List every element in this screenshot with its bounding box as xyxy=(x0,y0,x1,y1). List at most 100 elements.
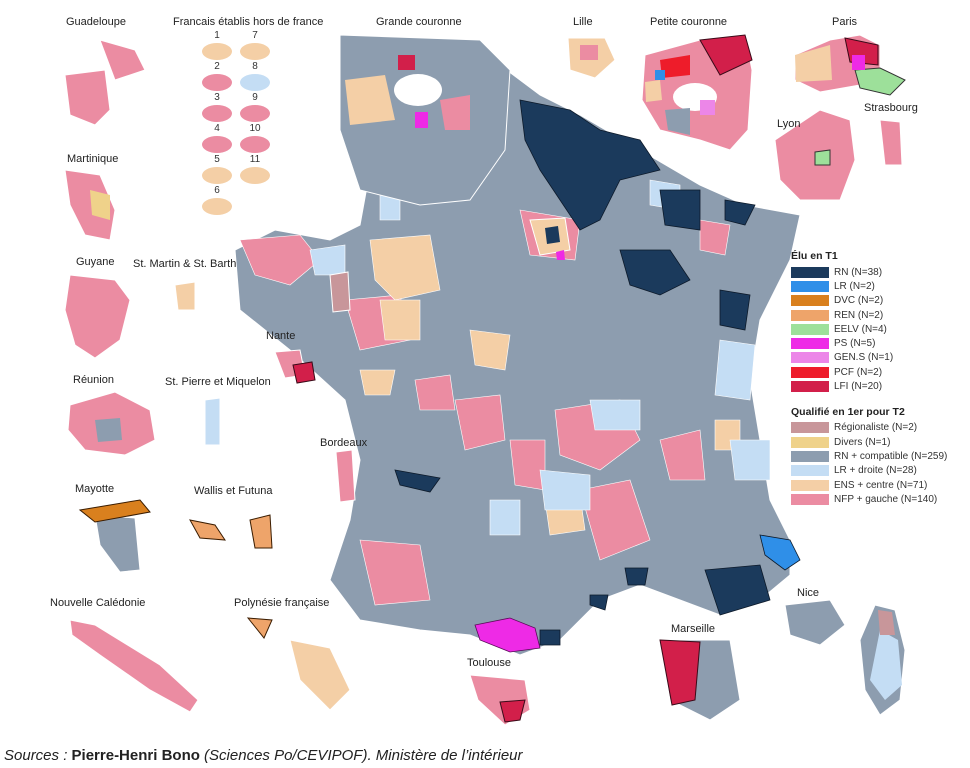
grande-couronne-nfp xyxy=(440,95,470,130)
reunion-rn xyxy=(95,418,122,442)
legend-elu-item: PS (N=5) xyxy=(791,336,966,350)
label-guadeloupe: Guadeloupe xyxy=(66,16,126,28)
legend-qual-swatch xyxy=(791,493,829,505)
fhf-circle xyxy=(202,167,232,184)
st-martin-shape xyxy=(174,281,196,311)
label-reunion: Réunion xyxy=(73,374,114,386)
label-martinique: Martinique xyxy=(67,153,119,165)
legend-elu-swatch xyxy=(791,381,829,393)
label-nouvelle-caledonie: Nouvelle Calédonie xyxy=(50,597,146,609)
legend-qual-item: Divers (N=1) xyxy=(791,435,966,449)
guadeloupe-shape xyxy=(64,69,111,126)
fhf-circle-number: 8 xyxy=(252,61,258,72)
fhf-circle xyxy=(202,74,232,91)
bordeaux-shape xyxy=(335,449,356,503)
legend-elu-swatch xyxy=(791,338,829,350)
label-mayotte: Mayotte xyxy=(75,483,115,495)
marseille-lfi xyxy=(659,639,701,706)
fhf-circle-number: 11 xyxy=(249,154,261,165)
fhf-circle-number: 3 xyxy=(214,92,220,103)
legend-elu-item: LFI (N=20) xyxy=(791,379,966,393)
label-lille: Lille xyxy=(573,16,593,28)
legend-elu-item: LR (N=2) xyxy=(791,279,966,293)
legend-qual-item: RN + compatible (N=259) xyxy=(791,449,966,463)
legend-elu-item: DVC (N=2) xyxy=(791,294,966,308)
strasbourg-inset xyxy=(879,119,903,166)
legend-qual-label: Divers (N=1) xyxy=(834,436,891,448)
fhf-circle-number: 7 xyxy=(252,30,258,41)
fhf-circle-number: 2 xyxy=(214,61,220,72)
sources-line: Sources : Pierre-Henri Bono (Sciences Po… xyxy=(4,747,523,764)
legend-qual-swatch xyxy=(791,450,829,462)
legend-elu-swatch xyxy=(791,352,829,364)
fhf-circle-number: 1 xyxy=(214,30,220,41)
legend-elu-label: EELV (N=4) xyxy=(834,323,887,335)
petite-couronne-gens xyxy=(700,100,715,115)
label-paris: Paris xyxy=(832,16,858,28)
nouvelle-caledonie-shape xyxy=(69,619,199,713)
legend-elu-item: REN (N=2) xyxy=(791,308,966,322)
legend-elu-swatch xyxy=(791,280,829,292)
election-map xyxy=(64,34,906,726)
legend-elu-label: PS (N=5) xyxy=(834,338,876,350)
legend-qual-swatch xyxy=(791,422,829,434)
ps-elected-zone xyxy=(474,617,541,653)
label-grande-couronne: Grande couronne xyxy=(376,16,462,28)
lr-droite-zones xyxy=(309,179,771,536)
mayotte-dvc xyxy=(78,499,151,523)
grande-couronne-hole xyxy=(394,74,442,106)
fhf-circle-number: 10 xyxy=(249,123,261,134)
toulouse-lfi xyxy=(499,699,526,723)
grande-couronne-ps xyxy=(415,112,428,128)
lr-elected-zone xyxy=(759,534,801,571)
idf-dark xyxy=(545,226,560,244)
fhf-circle xyxy=(202,198,232,215)
legend-elu-swatch xyxy=(791,309,829,321)
legend-qual-label: NFP + gauche (N=140) xyxy=(834,493,938,505)
legend-qual-item: LR + droite (N=28) xyxy=(791,464,966,478)
regionaliste-zone xyxy=(329,271,351,313)
fhf-circle xyxy=(240,74,270,91)
petite-couronne-ens xyxy=(645,80,662,102)
martinique-shape xyxy=(64,169,116,241)
legend-elu-label: PCF (N=2) xyxy=(834,366,883,378)
legend-qual-swatch xyxy=(791,479,829,491)
sources-author: Pierre-Henri Bono xyxy=(71,747,200,764)
corse-regionaliste xyxy=(878,610,895,635)
grande-couronne-lfi xyxy=(398,55,415,70)
wallis-shape xyxy=(189,519,226,541)
legend-elu-swatch xyxy=(791,323,829,335)
paris-ps xyxy=(852,55,865,70)
fhf-circle-number: 9 xyxy=(252,92,258,103)
fhf-circle-number: 6 xyxy=(214,185,220,196)
lille-nfp xyxy=(580,45,598,60)
paris-ens xyxy=(795,45,832,82)
rn-elected-zones xyxy=(394,99,771,646)
fhf-circle-number: 4 xyxy=(214,123,220,134)
polynesie-shape xyxy=(246,617,273,639)
nante-lfi xyxy=(292,361,316,384)
sources-rest: (Sciences Po/CEVIPOF). Ministère de l’in… xyxy=(199,747,523,764)
legend-elu-label: DVC (N=2) xyxy=(834,295,884,307)
label-nice: Nice xyxy=(797,587,820,599)
fhf-circle-number: 5 xyxy=(214,154,220,165)
futuna-shape xyxy=(249,514,273,549)
polynesie-tahiti xyxy=(289,639,351,711)
legend-qual-item: ENS + centre (N=71) xyxy=(791,478,966,492)
legend-qual-title: Qualifié en 1er pour T2 xyxy=(791,405,905,418)
legend-qual-list: Régionaliste (N=2) Divers (N=1) RN + compa… xyxy=(791,421,966,507)
francais-etranger-circles: 1 7 2 8 3 9 4 10 5 11 6 xyxy=(160,18,320,218)
legend-elu-label: LR (N=2) xyxy=(834,280,875,292)
label-nante: Nante xyxy=(266,330,296,342)
legend-elu-item: RN (N=38) xyxy=(791,265,966,279)
petite-couronne-pcf xyxy=(660,55,690,78)
legend-elu-label: REN (N=2) xyxy=(834,309,884,321)
label-petite-couronne: Petite couronne xyxy=(650,16,728,28)
legend-qual-label: ENS + centre (N=71) xyxy=(834,479,928,491)
nice-shape xyxy=(784,599,846,646)
mayotte-shape xyxy=(94,514,141,573)
legend-elu-swatch xyxy=(791,295,829,307)
legend-qual-item: Régionaliste (N=2) xyxy=(791,421,966,435)
legend-elu-list: RN (N=38) LR (N=2) DVC (N=2) REN (N=2) EELV … xyxy=(791,265,966,394)
sources-prefix: Sources : xyxy=(4,747,72,764)
